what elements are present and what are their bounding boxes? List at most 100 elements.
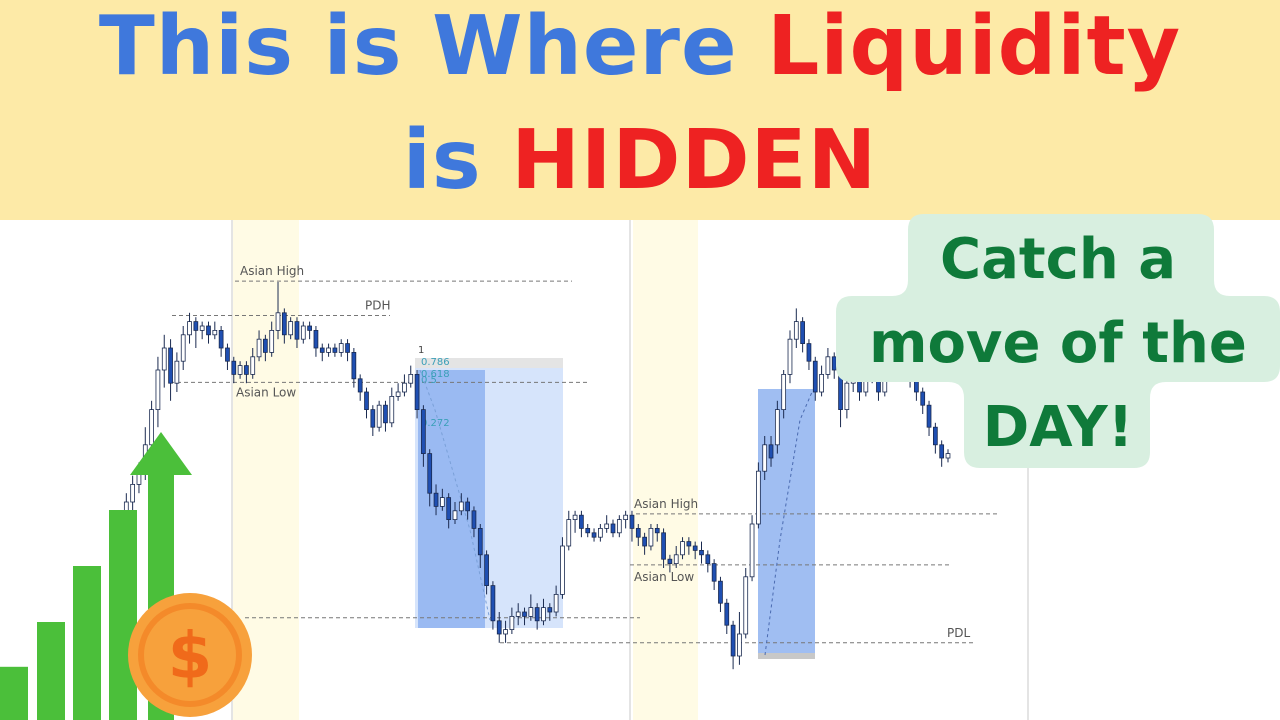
candle-body [427, 453, 433, 494]
title-blue-text: is [402, 113, 482, 208]
candle-body [819, 373, 824, 393]
callout-bubble [836, 214, 1280, 468]
candle-body [509, 615, 515, 630]
candle-body [370, 409, 376, 428]
candle-body [787, 338, 793, 375]
candle-body [654, 527, 660, 534]
candle-body [275, 312, 281, 331]
candle-body [661, 532, 666, 560]
title-red-text: HIDDEN [511, 113, 878, 208]
candle-body [743, 576, 749, 635]
level-label: Asian Low [236, 385, 296, 399]
candle-body [762, 444, 768, 472]
candle-body [774, 409, 780, 446]
trade-zone-stop [415, 358, 563, 368]
callout-text: Catch a move of the DAY! [836, 218, 1280, 470]
title-line-1: This is Where Liquidity [0, 6, 1280, 88]
fib-label: 0.272 [421, 418, 450, 429]
candle-body [711, 563, 717, 582]
level-lines: Asian High PDH Asian Low Asian High Asian Lo… [170, 264, 1000, 644]
candle-body [705, 554, 711, 564]
candle-body [174, 360, 180, 384]
candle-body [616, 519, 622, 534]
asian-session-shade [633, 220, 698, 720]
candle-body [768, 444, 774, 459]
candle-body [604, 523, 610, 529]
trade-zone-long [758, 389, 815, 657]
candle-body [566, 519, 572, 547]
candle-body [680, 541, 685, 556]
growth-bar [109, 510, 137, 720]
candle-body [945, 453, 951, 459]
candle-body [477, 527, 483, 556]
candle-body [496, 620, 502, 635]
level-label: PDH [365, 298, 391, 312]
candle-body [433, 492, 439, 507]
price-chart: Asian High PDH Asian Low Asian High Asian Lo… [0, 220, 1029, 720]
candle-body [686, 541, 692, 547]
candle-body [168, 347, 173, 384]
trade-path-line [764, 391, 813, 656]
candle-body [465, 501, 470, 512]
candle-body [534, 607, 540, 622]
title-line-2: is HIDDEN [0, 120, 1280, 202]
candle-body [206, 325, 211, 336]
candle-body [939, 444, 945, 459]
candle-body [319, 347, 325, 353]
candle-body [281, 312, 287, 336]
candle-body [490, 585, 496, 622]
candle-body [484, 554, 489, 586]
title-blue-text: This is Where [98, 0, 738, 94]
fib-label: 0.786 [421, 357, 450, 368]
candle-body [383, 404, 388, 424]
candle-body [408, 373, 414, 384]
candle-body [421, 409, 426, 455]
candle-body [585, 527, 591, 534]
candle-body [446, 497, 452, 521]
dollar-coin-icon: $ [128, 593, 252, 717]
candle-body [699, 549, 704, 556]
trade-zone-short-target [418, 370, 485, 628]
candle-body [250, 356, 256, 375]
candle-body [648, 527, 654, 547]
candle-body [737, 633, 742, 657]
candle-body [629, 514, 635, 529]
candle-body [193, 321, 199, 331]
candle-body [199, 325, 205, 331]
candle-body [635, 527, 641, 538]
candle-body [598, 527, 603, 538]
candle-body [269, 330, 275, 353]
candle-body [307, 325, 312, 331]
candle-body [718, 580, 723, 604]
candle-body [800, 321, 805, 344]
candle-body [263, 338, 268, 353]
coin-dollar-symbol: $ [168, 620, 213, 694]
level-label: Asian Low [634, 570, 694, 584]
candle-body [724, 602, 730, 626]
candle-body [452, 510, 458, 520]
candle-body [332, 347, 338, 353]
fib-label: 1 [418, 345, 424, 356]
candle-body [187, 321, 192, 336]
candle-body [553, 593, 559, 613]
callout-line: DAY! [982, 395, 1134, 460]
candle-body [180, 334, 186, 362]
candle-body [218, 330, 224, 349]
candle-body [749, 523, 755, 578]
callout-line: move of the [869, 311, 1247, 376]
candle-body [667, 558, 673, 565]
candle-body [673, 554, 679, 564]
candle-body [642, 536, 647, 547]
candle-body [338, 343, 344, 353]
candle-body [825, 356, 831, 375]
candle-body [560, 545, 565, 595]
candle-body [756, 470, 761, 525]
candle-body [389, 395, 395, 424]
candle-body [402, 382, 407, 393]
candle-body [692, 545, 698, 551]
candle-body [414, 373, 420, 410]
callout-line: Catch a [939, 227, 1176, 292]
candle-body [149, 409, 154, 446]
candle-body [225, 347, 230, 362]
